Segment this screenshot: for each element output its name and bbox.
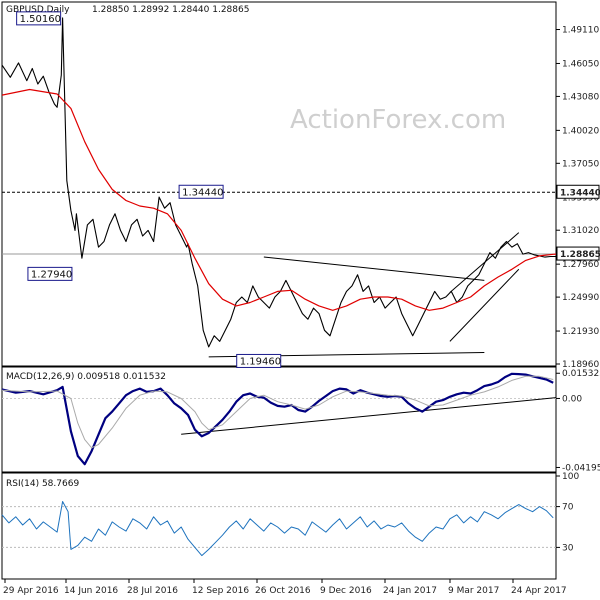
price-yaxis-tick-label-6: 1.31020 bbox=[562, 226, 599, 236]
price-yaxis-tick-label-1: 1.46050 bbox=[562, 59, 599, 69]
price-yaxis-tick-label-8: 1.24990 bbox=[562, 293, 599, 303]
x-tick-label-3: 12 Sep 2016 bbox=[192, 586, 249, 596]
price-yaxis-tick-label-10: 1.18960 bbox=[562, 360, 599, 370]
price-yaxis-tick-label-0: 1.49110 bbox=[562, 26, 599, 36]
rsi-panel-frame bbox=[1, 472, 557, 580]
current-price-box bbox=[556, 246, 600, 261]
price-panel: 1.50160 1.34440 1.27940 1.19460 1.49110 1.460… bbox=[1, 11, 600, 370]
price-yaxis-tick-label-7: 1.27960 bbox=[562, 260, 599, 270]
price-annotation-text-0: 1.50160 bbox=[20, 14, 61, 25]
rsi-yaxis-tick-label-1: 70 bbox=[562, 503, 574, 513]
macd-yaxis-tick-label-1: 0.00 bbox=[562, 394, 582, 404]
price-series-moving-average bbox=[1, 88, 557, 311]
price-yaxis-tick-label-3: 1.40020 bbox=[562, 126, 599, 136]
x-tick-label-6: 24 Jan 2017 bbox=[383, 586, 437, 596]
x-axis: 29 Apr 2016 14 Jun 2016 28 Jul 2016 12 Sep … bbox=[3, 579, 567, 596]
price-level-label-box-0 bbox=[556, 184, 600, 199]
price-trendline-1 bbox=[263, 256, 485, 281]
x-tick-label-5: 9 Dec 2016 bbox=[320, 586, 372, 596]
price-level-label-0: 1.34440 bbox=[560, 188, 600, 198]
x-tick-label-0: 29 Apr 2016 bbox=[3, 586, 59, 596]
x-tick-label-2: 28 Jul 2016 bbox=[127, 586, 178, 596]
macd-yaxis-tick-label-0: 0.015325 bbox=[562, 369, 600, 379]
price-annotation-text-2: 1.27940 bbox=[31, 269, 72, 280]
macd-panel: 0.015325 0.00 -0.041957 bbox=[1, 369, 600, 473]
x-tick-label-8: 24 Apr 2017 bbox=[511, 586, 567, 596]
price-trendline-3 bbox=[449, 268, 520, 342]
price-yaxis-tick-label-2: 1.43080 bbox=[562, 92, 599, 102]
watermark: ActionForex.com bbox=[290, 105, 506, 135]
rsi-yaxis-tick-label-2: 30 bbox=[562, 543, 574, 553]
macd-title: MACD(12,26,9) 0.009518 0.011532 bbox=[6, 372, 166, 382]
header-symbol: GBPUSD,Daily bbox=[6, 5, 70, 15]
header-ohlc: 1.28850 1.28992 1.28440 1.28865 bbox=[92, 5, 249, 15]
price-annotation-box-0 bbox=[16, 11, 62, 26]
macd-trendline bbox=[181, 397, 557, 435]
price-annotation-text-1: 1.34440 bbox=[182, 187, 223, 198]
rsi-yaxis-tick-label-0: 100 bbox=[562, 472, 579, 482]
macd-yaxis-tick-label-2: -0.041957 bbox=[562, 463, 600, 473]
price-yaxis-tick-label-4: 1.37050 bbox=[562, 159, 599, 169]
price-yaxis-tick-label-9: 1.21930 bbox=[562, 327, 599, 337]
macd-series-signal bbox=[1, 375, 554, 449]
price-annotation-box-2 bbox=[27, 266, 73, 281]
rsi-title: RSI(14) 58.7669 bbox=[6, 479, 79, 489]
rsi-panel: 100 70 30 bbox=[1, 472, 579, 557]
price-annotation-text-3: 1.19460 bbox=[240, 356, 281, 367]
current-price-label: 1.28865 bbox=[560, 250, 600, 260]
x-tick-label-1: 14 Jun 2016 bbox=[64, 586, 118, 596]
price-series-close bbox=[1, 17, 556, 348]
price-annotation-box-1 bbox=[178, 184, 224, 199]
rsi-series-rsi bbox=[1, 501, 554, 557]
price-annotation-box-3 bbox=[236, 353, 282, 368]
x-tick-label-4: 26 Oct 2016 bbox=[255, 586, 311, 596]
x-tick-label-7: 9 Mar 2017 bbox=[448, 586, 499, 596]
